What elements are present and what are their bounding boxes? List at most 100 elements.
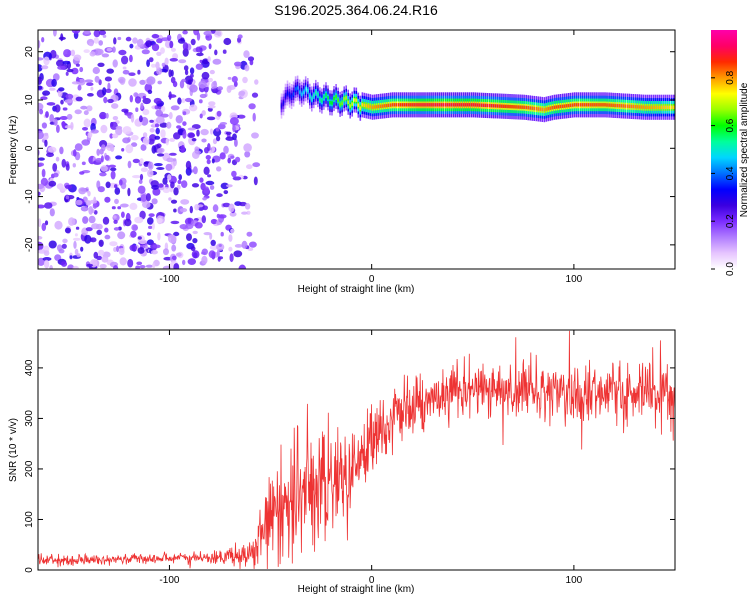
noise-cell (67, 264, 75, 269)
ridge-cell (610, 103, 612, 107)
noise-cell (65, 163, 70, 171)
noise-cell (80, 246, 84, 252)
noise-cell (190, 246, 196, 252)
noise-cell (116, 245, 120, 252)
noise-cell (106, 47, 113, 52)
noise-cell (39, 108, 44, 115)
noise-cell (127, 187, 131, 197)
noise-cell (44, 202, 53, 209)
x-tick-label: 0 (369, 575, 375, 586)
ridge-cell (353, 98, 356, 102)
noise-cell (80, 205, 89, 212)
noise-cell (137, 185, 146, 194)
ridge-cell (430, 103, 432, 107)
noise-cell (156, 67, 163, 75)
colorbar-tick-label: 0.0 (725, 262, 736, 276)
ridge-cell (533, 106, 535, 111)
ridge-cell (302, 90, 305, 94)
noise-cell (238, 201, 247, 207)
noise-cell (105, 88, 112, 94)
ridge-cell (529, 106, 531, 110)
noise-cell (130, 230, 137, 238)
noise-cell (211, 158, 215, 164)
ridge-cell (466, 103, 469, 107)
noise-cell (191, 250, 200, 259)
noise-cell (110, 143, 115, 152)
ridge-cell (359, 106, 362, 110)
noise-cell (121, 211, 125, 218)
noise-cell (111, 133, 119, 139)
noise-cell (183, 65, 189, 71)
noise-cell (199, 177, 204, 183)
noise-cell (182, 121, 187, 126)
y-tick-label: 10 (24, 94, 35, 106)
ridge-cell (416, 103, 418, 107)
noise-cell (209, 69, 215, 75)
noise-cell (228, 246, 233, 252)
ridge-cell (666, 105, 669, 109)
noise-cell (156, 51, 162, 56)
noise-cell (169, 152, 177, 156)
noise-cell (145, 40, 153, 48)
ridge-cell (567, 103, 570, 108)
noise-cell (208, 43, 212, 50)
noise-cell (155, 61, 160, 70)
noise-cell (177, 179, 182, 185)
noise-cell (201, 255, 208, 265)
noise-cell (190, 73, 194, 78)
noise-cell (57, 89, 63, 98)
ridge-cell (662, 105, 665, 109)
noise-cell (181, 180, 188, 189)
ridge-cell (624, 104, 626, 108)
noise-cell (228, 234, 233, 242)
noise-cell (166, 157, 175, 163)
ridge-cell (367, 104, 370, 108)
noise-cell (191, 183, 200, 188)
noise-cell (217, 256, 221, 262)
noise-cell (96, 255, 103, 261)
ridge-cell (377, 104, 380, 109)
noise-cell (157, 80, 162, 85)
noise-cell (78, 187, 87, 195)
noise-cell (156, 167, 165, 170)
noise-cell (149, 128, 155, 133)
noise-cell (81, 161, 86, 166)
noise-cell (151, 184, 160, 190)
ridge-cell (422, 103, 424, 107)
noise-cell (49, 265, 53, 269)
ridge-cell (309, 94, 311, 98)
noise-cell (89, 199, 98, 204)
noise-cell (117, 36, 122, 41)
ridge-cell (300, 92, 303, 96)
noise-cell (182, 30, 188, 35)
noise-cell (201, 138, 207, 143)
noise-cell (130, 113, 135, 123)
noise-cell (117, 206, 122, 210)
noise-cell (154, 123, 160, 128)
noise-cell (216, 193, 223, 198)
noise-cell (147, 217, 154, 225)
noise-cell (171, 47, 176, 52)
heatmap-y-ticks: -20 -10 0 10 20 (24, 46, 675, 252)
noise-cell (69, 255, 73, 259)
noise-cell (90, 129, 99, 134)
ridge-cell (357, 103, 360, 107)
noise-cell (59, 187, 68, 191)
noise-cell (65, 195, 70, 200)
noise-cell (168, 197, 172, 201)
ridge-cell (480, 103, 483, 107)
ridge-cell (452, 103, 455, 107)
noise-cell (198, 99, 203, 104)
ridge-cell (523, 105, 525, 109)
noise-cell (72, 237, 81, 241)
noise-cell (148, 213, 155, 218)
noise-cell (216, 166, 222, 172)
ridge-cell (343, 97, 345, 101)
ridge-cell (505, 104, 507, 109)
noise-cell (207, 174, 212, 178)
ridge-cell (580, 103, 582, 107)
noise-cell (38, 130, 44, 140)
noise-cell (156, 153, 165, 157)
